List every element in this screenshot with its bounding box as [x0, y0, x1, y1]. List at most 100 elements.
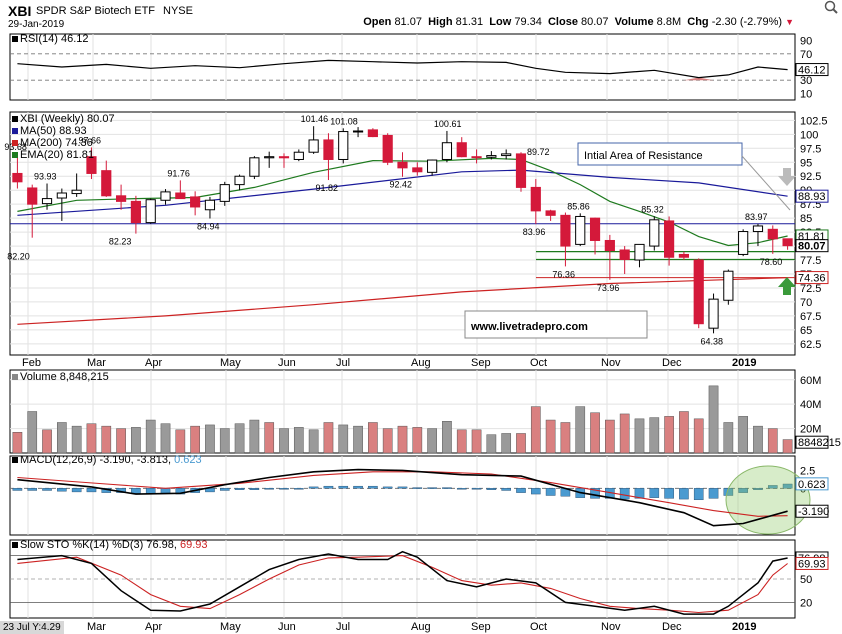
price-x-label-6: Aug [411, 357, 431, 369]
sto-x-label-9: Nov [601, 621, 621, 633]
macd-hist-bar-21 [323, 485, 334, 489]
price-point-label-16: 73.96 [597, 283, 620, 293]
volume-bar-3 [56, 422, 67, 454]
price-point-label-20: 78.60 [760, 257, 783, 267]
candle-body-47 [708, 298, 719, 329]
macd-hist-bar-29 [442, 487, 452, 489]
change-value: -2.30 (-2.79%) [711, 16, 783, 28]
ma200-line [17, 277, 788, 325]
volume-bar-38 [575, 406, 586, 454]
macd-hist-bar-28 [427, 487, 437, 489]
volume-bar-41 [619, 413, 630, 454]
price-point-label-4: 82.23 [109, 237, 132, 247]
price-x-label-3: May [220, 357, 241, 369]
candle-body-3 [56, 192, 67, 199]
volume-legend-swatch [12, 374, 18, 380]
macd-hist-bar-49 [738, 488, 748, 493]
ma50-legend: MA(50) 88.93 [20, 125, 87, 137]
volume-bar-20 [308, 429, 319, 454]
macd-hist-bar-31 [471, 488, 482, 490]
macd-hist-bar-16 [249, 488, 260, 490]
rsi-frame [9, 33, 796, 101]
volume-bar-2 [42, 429, 52, 454]
open-label: Open [363, 16, 392, 28]
price-x-label-8: Oct [530, 357, 547, 369]
volume-legend: Volume 8,848,215 [20, 371, 109, 383]
macd-hist-bar-19 [294, 488, 304, 490]
price-point-label-6: 84.94 [197, 221, 220, 231]
rsi-legend: RSI(14) 46.12 [20, 33, 88, 45]
price-tick-62.5: 62.5 [800, 339, 821, 351]
volume-tick-2: 20M [800, 424, 821, 436]
security-name: SPDR S&P Biotech ETF [36, 5, 156, 17]
open-value: 81.07 [394, 16, 422, 28]
rsi-line [17, 59, 788, 79]
volume-bar-11 [175, 429, 186, 454]
macd-hist-bar-45 [679, 488, 689, 500]
volume-bar-0 [12, 432, 23, 454]
website-box [464, 310, 648, 339]
candle-body-22 [338, 131, 349, 160]
price-point-label-17: 85.32 [641, 204, 664, 214]
price-x-label-10: Dec [662, 357, 682, 369]
candle-body-21 [323, 139, 334, 160]
sto-legend-swatch [12, 542, 18, 548]
candle-body-11 [175, 192, 186, 200]
macd-badge-line-box [795, 504, 829, 518]
candle-body-5 [86, 156, 97, 174]
sto-x-label-8: Oct [530, 621, 547, 633]
candle-body-27 [412, 167, 423, 173]
high-value: 81.31 [455, 16, 484, 28]
volume-bar-14 [219, 428, 230, 454]
sto-x-label-2: Apr [145, 621, 162, 633]
price-tick-97.5: 97.5 [800, 143, 821, 155]
macd-hist-bar-20 [308, 486, 319, 489]
macd-highlight-ellipse [725, 465, 811, 535]
volume-bar-16 [249, 419, 260, 454]
candle-body-13 [204, 199, 216, 211]
price-tick-85: 85 [800, 213, 812, 225]
macd-hist-bar-32 [486, 488, 497, 490]
candle-body-52 [782, 238, 793, 247]
resistance-annotation-box [577, 142, 743, 166]
candle-body-33 [501, 153, 512, 157]
price-tick-92.5: 92.5 [800, 171, 821, 183]
price-frame [9, 111, 796, 356]
sto-x-label-5: Jul [336, 621, 350, 633]
candle-body-26 [397, 161, 408, 169]
close-value: 80.07 [581, 16, 609, 28]
price-tick-77.5: 77.5 [800, 255, 821, 267]
macd-hist-bar-10 [160, 488, 171, 494]
macd-badge-line: -3.190 [798, 506, 829, 518]
macd-hist-bar-41 [619, 488, 630, 500]
volume-bar-32 [486, 434, 497, 454]
volume-bar-22 [338, 424, 349, 454]
macd-hist-bar-4 [71, 488, 82, 493]
macd-hist-bar-36 [545, 488, 556, 496]
volume-bar-44 [664, 416, 674, 454]
rsi-oversold-fill [683, 77, 714, 81]
volume-bar-21 [323, 422, 334, 454]
candle-body-24 [367, 129, 378, 138]
volume-bar-25 [382, 428, 393, 454]
sto-x-label-6: Aug [411, 621, 431, 633]
price-tick-100: 100 [800, 129, 818, 141]
resistance-annotation-text: Intial Area of Resistance [584, 150, 703, 162]
macd-hist-bar-5 [86, 488, 97, 493]
volume-tick-1: 40M [800, 399, 821, 411]
ma200-legend-swatch [12, 140, 18, 146]
rsi-badge-box [795, 63, 829, 77]
price-badge-3-box [795, 271, 829, 285]
candle-body-37 [560, 214, 571, 247]
price-x-label-2: Apr [145, 357, 162, 369]
price-badge-2: 80.07 [798, 241, 826, 253]
price-point-label-5: 91.76 [167, 168, 190, 178]
volume-bar-46 [693, 418, 704, 454]
candle-body-48 [723, 270, 734, 301]
candle-body-8 [130, 200, 141, 224]
volume-bar-6 [101, 425, 112, 454]
candle-body-28 [427, 159, 438, 173]
sto-k-line [17, 550, 788, 615]
magnifier-icon[interactable] [824, 0, 838, 14]
